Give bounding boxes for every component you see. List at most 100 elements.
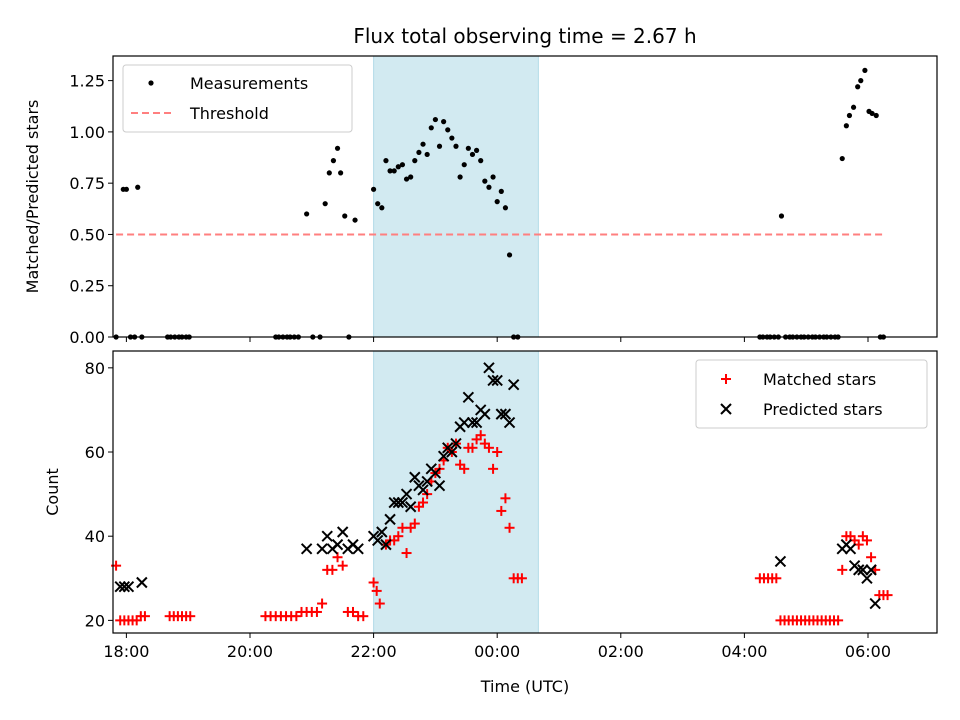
measurement-point (395, 164, 401, 170)
predicted-star-point (300, 543, 313, 555)
measurement-point (445, 127, 451, 133)
predicted-star-point (380, 538, 392, 551)
predicted-star-point (122, 580, 135, 593)
predicted-star-point (433, 479, 446, 492)
measurement-point (862, 67, 868, 73)
y-tick-label: 1.25 (69, 72, 105, 91)
matched-star-point (882, 590, 893, 601)
matched-star-point (837, 564, 848, 575)
matched-star-point (358, 611, 369, 622)
top-y-axis-label: Matched/Predicted stars (23, 100, 42, 294)
matched-star-point (347, 606, 358, 617)
measurement-point (846, 112, 853, 119)
predicted-star-point (844, 543, 857, 555)
measurement-point (342, 213, 348, 219)
predicted-star-point (446, 446, 458, 458)
matched-star-point (488, 463, 499, 474)
matched-star-point (327, 564, 338, 575)
measurement-point (506, 252, 513, 258)
measurement-point (432, 116, 438, 123)
top-x-ticks (125, 337, 869, 342)
measurement-point (338, 170, 344, 176)
predicted-star-point (118, 580, 131, 593)
x-tick-label: 20:00 (227, 642, 273, 661)
predicted-stars-points (114, 362, 881, 610)
measurement-point (465, 145, 471, 151)
measurement-point (441, 119, 447, 125)
predicted-star-point (429, 467, 442, 479)
predicted-star-point (865, 564, 877, 576)
bottom-x-axis: 18:00 20:00 22:00 00:00 02:00 04:00 06:00 (103, 633, 891, 661)
matched-star-point (371, 585, 382, 596)
measurement-point (873, 112, 879, 119)
bottom-plot-frame (112, 350, 938, 634)
measurement-point (498, 188, 504, 194)
matched-star-point (291, 611, 302, 622)
matched-star-point (317, 598, 328, 609)
bottom-y-axis: 20 40 60 80 (85, 359, 113, 630)
predicted-star-point (400, 488, 413, 500)
legend-marker-matched (721, 374, 731, 384)
predicted-star-point (861, 572, 873, 584)
measurement-point (403, 176, 410, 182)
y-tick-label: 0.75 (69, 174, 105, 193)
predicted-star-point (388, 496, 400, 509)
legend-frame (695, 359, 928, 429)
matched-star-point (401, 548, 412, 559)
top-legend: Measurements Threshold (122, 64, 353, 133)
predicted-star-point (336, 526, 349, 538)
measurement-point (322, 201, 328, 207)
measurement-point (123, 186, 129, 192)
measurement-point (490, 174, 496, 180)
predicted-star-point (869, 597, 881, 610)
measurement-point (469, 151, 476, 158)
predicted-star-point (417, 484, 429, 496)
matched-star-point (332, 552, 343, 563)
x-tick-label: 04:00 (721, 642, 767, 661)
observing-window-shade (373, 55, 539, 338)
predicted-star-point (458, 416, 470, 429)
bottom-panel: 20 40 60 80 18:00 20:00 22:00 00:00 02:00 04:00 0… (43, 350, 938, 696)
legend-marker-measurements (148, 80, 154, 86)
predicted-star-point (491, 374, 503, 387)
predicted-star-point (409, 471, 421, 483)
predicted-star-point (396, 496, 409, 509)
predicted-star-point (321, 530, 333, 542)
matched-star-point (771, 573, 782, 584)
matched-star-point (467, 442, 478, 453)
y-tick-label: 60 (85, 443, 105, 462)
y-tick-label: 80 (85, 359, 105, 378)
matched-star-point (475, 430, 486, 441)
matched-star-point (833, 615, 844, 626)
measurement-point (370, 186, 377, 192)
predicted-star-point (507, 378, 520, 391)
legend-label-threshold: Threshold (189, 104, 269, 123)
measurement-point (473, 147, 480, 153)
matched-star-point (418, 497, 429, 508)
measurement-point (778, 213, 785, 219)
predicted-star-point (503, 416, 516, 429)
x-tick-label: 18:00 (103, 642, 149, 661)
measurement-point (478, 158, 484, 164)
measurement-point (461, 162, 467, 168)
measurement-point (843, 123, 849, 129)
predicted-star-point (372, 534, 384, 547)
measurement-point (436, 143, 443, 149)
measurement-point (399, 162, 406, 168)
measurement-point (424, 151, 430, 158)
legend-label-measurements: Measurements (190, 74, 308, 93)
measurement-point (387, 168, 393, 174)
measurement-point (457, 174, 463, 180)
legend-frame (122, 64, 353, 133)
matched-star-point (500, 493, 511, 504)
measurement-point (494, 199, 500, 205)
measurement-point (352, 217, 358, 223)
predicted-star-point (384, 513, 396, 526)
matched-star-point (311, 606, 322, 617)
matched-star-point (866, 552, 877, 563)
matched-star-point (861, 535, 872, 546)
matched-star-point (139, 611, 150, 622)
predicted-star-point (404, 501, 417, 513)
measurement-point (428, 125, 434, 131)
